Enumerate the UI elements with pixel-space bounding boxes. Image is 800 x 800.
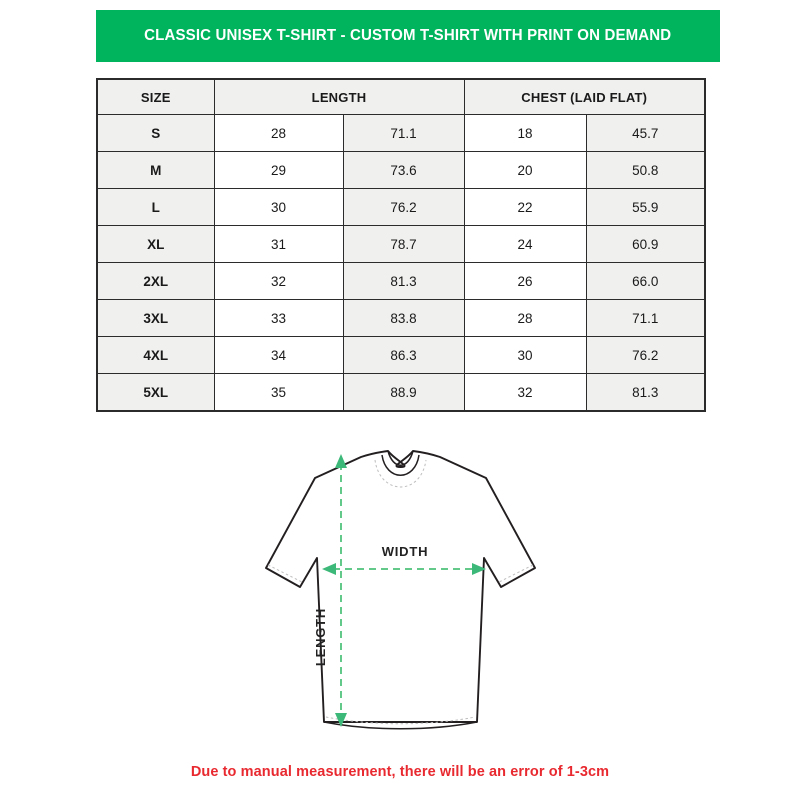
table-body: S 28 71.1 18 45.7 M 29 73.6 20 50.8 L 30 76.2 22 55.9 X… bbox=[96, 114, 706, 412]
cell-chest-inches: 26 bbox=[463, 262, 587, 300]
cell-length-inches: 31 bbox=[213, 225, 344, 263]
cell-length-cm: 73.6 bbox=[342, 151, 465, 189]
cell-chest-cm: 50.8 bbox=[585, 151, 706, 189]
cell-chest-inches: 32 bbox=[463, 373, 587, 412]
cell-chest-cm: 66.0 bbox=[585, 262, 706, 300]
cell-size: S bbox=[96, 114, 215, 152]
table-row: L 30 76.2 22 55.9 bbox=[96, 188, 706, 226]
cell-chest-inches: 30 bbox=[463, 336, 587, 374]
cell-size: 5XL bbox=[96, 373, 215, 412]
table-row: 3XL 33 83.8 28 71.1 bbox=[96, 299, 706, 337]
column-header-size: SIZE bbox=[96, 78, 215, 115]
cell-size: 2XL bbox=[96, 262, 215, 300]
cell-chest-inches: 24 bbox=[463, 225, 587, 263]
cell-length-cm: 71.1 bbox=[342, 114, 465, 152]
cell-chest-cm: 55.9 bbox=[585, 188, 706, 226]
size-chart-table-container: SIZE LENGTH CHEST (LAID FLAT) S 28 71.1 18 4… bbox=[96, 78, 707, 412]
cell-length-inches: 29 bbox=[213, 151, 344, 189]
cell-length-inches: 28 bbox=[213, 114, 344, 152]
tshirt-illustration bbox=[265, 450, 536, 730]
table-row: M 29 73.6 20 50.8 bbox=[96, 151, 706, 189]
table-row: S 28 71.1 18 45.7 bbox=[96, 114, 706, 152]
cell-chest-cm: 76.2 bbox=[585, 336, 706, 374]
width-arrow-right bbox=[472, 563, 486, 575]
cell-length-cm: 76.2 bbox=[342, 188, 465, 226]
table-row: 2XL 32 81.3 26 66.0 bbox=[96, 262, 706, 300]
cell-length-inches: 34 bbox=[213, 336, 344, 374]
column-header-chest: CHEST (LAID FLAT) bbox=[463, 78, 706, 115]
cell-chest-cm: 81.3 bbox=[585, 373, 706, 412]
cell-length-cm: 78.7 bbox=[342, 225, 465, 263]
length-arrow-bottom bbox=[335, 713, 347, 727]
table-row: 4XL 34 86.3 30 76.2 bbox=[96, 336, 706, 374]
width-arrow-left bbox=[322, 563, 336, 575]
cell-length-inches: 32 bbox=[213, 262, 344, 300]
page-title: CLASSIC UNISEX T-SHIRT - CUSTOM T-SHIRT … bbox=[144, 27, 672, 44]
cell-length-inches: 35 bbox=[213, 373, 344, 412]
cell-chest-inches: 22 bbox=[463, 188, 587, 226]
length-arrow-top bbox=[335, 454, 347, 468]
cell-size: L bbox=[96, 188, 215, 226]
cell-size: XL bbox=[96, 225, 215, 263]
cell-chest-cm: 60.9 bbox=[585, 225, 706, 263]
cell-size: M bbox=[96, 151, 215, 189]
header-banner: CLASSIC UNISEX T-SHIRT - CUSTOM T-SHIRT … bbox=[96, 10, 720, 62]
cell-chest-cm: 45.7 bbox=[585, 114, 706, 152]
cell-length-cm: 83.8 bbox=[342, 299, 465, 337]
table-row: XL 31 78.7 24 60.9 bbox=[96, 225, 706, 263]
cell-length-cm: 81.3 bbox=[342, 262, 465, 300]
tshirt-measurement-diagram: WIDTH LENGTH bbox=[230, 430, 570, 740]
cell-chest-cm: 71.1 bbox=[585, 299, 706, 337]
table-header-row: SIZE LENGTH CHEST (LAID FLAT) bbox=[96, 78, 706, 115]
cell-length-inches: 33 bbox=[213, 299, 344, 337]
cell-length-cm: 86.3 bbox=[342, 336, 465, 374]
size-chart-table: SIZE LENGTH CHEST (LAID FLAT) S 28 71.1 18 4… bbox=[96, 78, 707, 412]
cell-chest-inches: 28 bbox=[463, 299, 587, 337]
cell-chest-inches: 20 bbox=[463, 151, 587, 189]
table-header: SIZE LENGTH CHEST (LAID FLAT) bbox=[96, 78, 706, 115]
cell-length-inches: 30 bbox=[213, 188, 344, 226]
measurement-guides bbox=[322, 454, 486, 727]
table-row: 5XL 35 88.9 32 81.3 bbox=[96, 373, 706, 412]
column-header-length: LENGTH bbox=[213, 78, 465, 115]
cell-length-cm: 88.9 bbox=[342, 373, 465, 412]
measurement-disclaimer: Due to manual measurement, there will be… bbox=[190, 764, 610, 780]
cell-size: 4XL bbox=[96, 336, 215, 374]
cell-size: 3XL bbox=[96, 299, 215, 337]
length-label: LENGTH bbox=[313, 608, 328, 666]
cell-chest-inches: 18 bbox=[463, 114, 587, 152]
width-label: WIDTH bbox=[382, 544, 429, 559]
